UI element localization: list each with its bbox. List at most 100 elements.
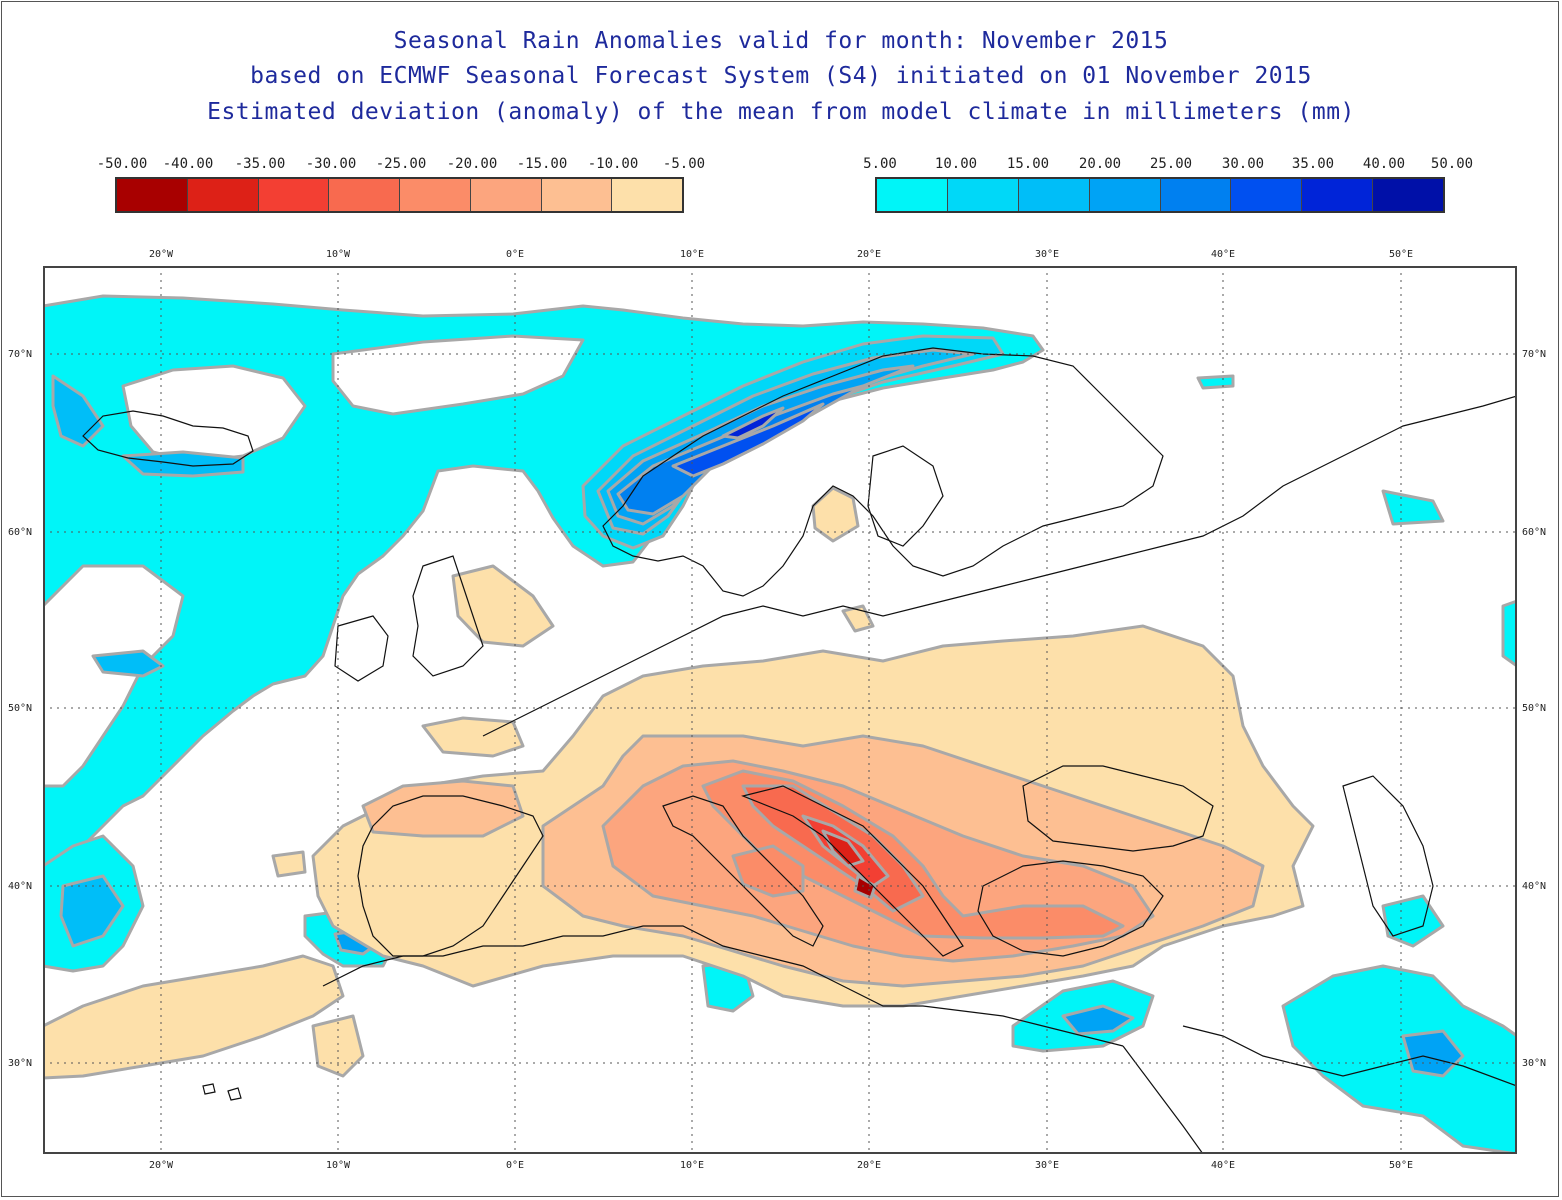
anomaly-area-wet-norway-10 <box>581 334 1005 550</box>
anomaly-map <box>43 266 1517 1154</box>
lat-label-right: 50°N <box>1522 703 1546 714</box>
anomaly-area-wet-norway-35 <box>721 406 785 440</box>
anomaly-area-dry-5-atlantic <box>43 954 345 1080</box>
legend-neg-label: -50.00 <box>96 156 148 172</box>
lon-label-bottom: 40°E <box>1211 1160 1235 1171</box>
coast-canary-islands <box>202 1083 242 1101</box>
coastlines <box>82 347 1517 1154</box>
anomaly-area-wet-north-atlantic <box>43 294 1045 878</box>
coast-red-sea-arabia <box>1122 1025 1517 1154</box>
lon-label-top: 40°E <box>1211 249 1235 260</box>
lat-label-right: 40°N <box>1522 881 1546 892</box>
legend-pos-label: 15.00 <box>1006 156 1050 172</box>
anomaly-area-dry-35 <box>821 829 865 868</box>
swatch-pos <box>1373 179 1443 211</box>
lon-label-bottom: 20°E <box>857 1160 881 1171</box>
lat-label-right: 30°N <box>1522 1058 1546 1069</box>
swatch-neg <box>117 179 188 211</box>
anomaly-gap <box>121 364 307 464</box>
lon-label-top: 0°E <box>506 249 524 260</box>
lon-label-bottom: 20°W <box>149 1160 174 1171</box>
coast-iberia <box>357 795 544 957</box>
anomaly-area-wet-ural <box>1381 489 1445 526</box>
lat-label-left: 40°N <box>8 881 32 892</box>
swatch-neg <box>470 179 542 211</box>
coast-uk <box>412 555 484 677</box>
lat-label-right: 70°N <box>1522 349 1546 360</box>
anomaly-area-dry-5-baltic <box>841 604 875 633</box>
title-line-2: based on ECMWF Seasonal Forecast System … <box>250 63 1312 89</box>
swatch-neg <box>258 179 330 211</box>
legend-neg-label: -35.00 <box>234 156 286 172</box>
title-line-3: Estimated deviation (anomaly) of the mea… <box>207 99 1355 125</box>
colorbar-positive <box>875 177 1445 213</box>
anomaly-area-dry-5-uk <box>451 564 555 648</box>
legend-pos-label: 35.00 <box>1291 156 1335 172</box>
anomaly-area-dry-10-iberia <box>361 779 525 838</box>
swatch-pos <box>1160 179 1232 211</box>
legend-pos-label: 5.00 <box>863 156 897 172</box>
anomaly-gap <box>331 334 585 416</box>
anomaly-area-wet-arabia <box>1281 964 1517 1154</box>
legend-pos-label: 10.00 <box>934 156 978 172</box>
coast-north-africa <box>322 925 1124 1047</box>
coast-black-sea <box>1022 765 1214 852</box>
coast-caspian <box>1342 775 1434 937</box>
coast-turkey <box>977 860 1164 957</box>
lon-label-top: 20°E <box>857 249 881 260</box>
swatch-neg <box>329 179 400 211</box>
anomaly-area-wet-arabia-core <box>1401 1029 1465 1078</box>
coast-ireland <box>334 615 389 682</box>
coast-balkans <box>741 785 964 957</box>
lon-label-top: 20°W <box>149 249 174 260</box>
anomaly-area-wet-iceland-b <box>121 450 245 478</box>
lon-label-bottom: 0°E <box>506 1160 524 1171</box>
swatch-neg <box>187 179 259 211</box>
coast-norway-scandinavia <box>602 347 1164 597</box>
coast-finland <box>867 445 944 547</box>
swatch-pos <box>1302 179 1374 211</box>
swatch-neg <box>541 179 613 211</box>
graticule <box>43 266 1517 1154</box>
lon-label-top: 50°E <box>1389 249 1413 260</box>
swatch-pos <box>1231 179 1303 211</box>
lat-label-left: 70°N <box>8 349 32 360</box>
anomaly-area-wet-atlantic-c <box>91 649 165 678</box>
lat-label-left: 30°N <box>8 1058 32 1069</box>
lon-label-top: 30°E <box>1035 249 1059 260</box>
anomaly-area-dry-20-italy <box>731 844 805 898</box>
legend-neg-label: -25.00 <box>375 156 427 172</box>
swatch-pos <box>1018 179 1090 211</box>
anomaly-area-wet-kola <box>1196 374 1235 390</box>
coast-iceland <box>82 410 254 467</box>
legend-neg-label: -40.00 <box>162 156 214 172</box>
legend-neg-label: -20.00 <box>446 156 498 172</box>
anomaly-area-dry-5-sweden <box>811 486 860 543</box>
legend-neg-label: -30.00 <box>305 156 357 172</box>
swatch-pos <box>1089 179 1161 211</box>
legend-pos-label: 50.00 <box>1430 156 1474 172</box>
title-line-1: Seasonal Rain Anomalies valid for month:… <box>393 28 1169 54</box>
lat-label-right: 60°N <box>1522 527 1546 538</box>
lon-label-bottom: 10°W <box>326 1160 351 1171</box>
swatch-pos <box>947 179 1019 211</box>
anomaly-area-wet-east-edge <box>1501 599 1517 668</box>
coast-italy <box>662 795 824 947</box>
swatch-neg <box>400 179 471 211</box>
lat-label-left: 50°N <box>8 703 32 714</box>
legend-pos-label: 25.00 <box>1149 156 1193 172</box>
legend-pos-label: 40.00 <box>1362 156 1406 172</box>
legend-pos-label: 20.00 <box>1078 156 1122 172</box>
anomaly-area-wet-levant-core <box>1061 1004 1135 1036</box>
legend-neg-label: -15.00 <box>516 156 568 172</box>
lon-label-bottom: 50°E <box>1389 1160 1413 1171</box>
legend-neg-label: -10.00 <box>587 156 639 172</box>
lat-label-left: 60°N <box>8 527 32 538</box>
lon-label-bottom: 10°E <box>680 1160 704 1171</box>
anomaly-area-dry-5-morocco <box>311 1014 365 1078</box>
lon-label-bottom: 30°E <box>1035 1160 1059 1171</box>
lon-label-top: 10°W <box>326 249 351 260</box>
map-border <box>43 266 1517 1154</box>
